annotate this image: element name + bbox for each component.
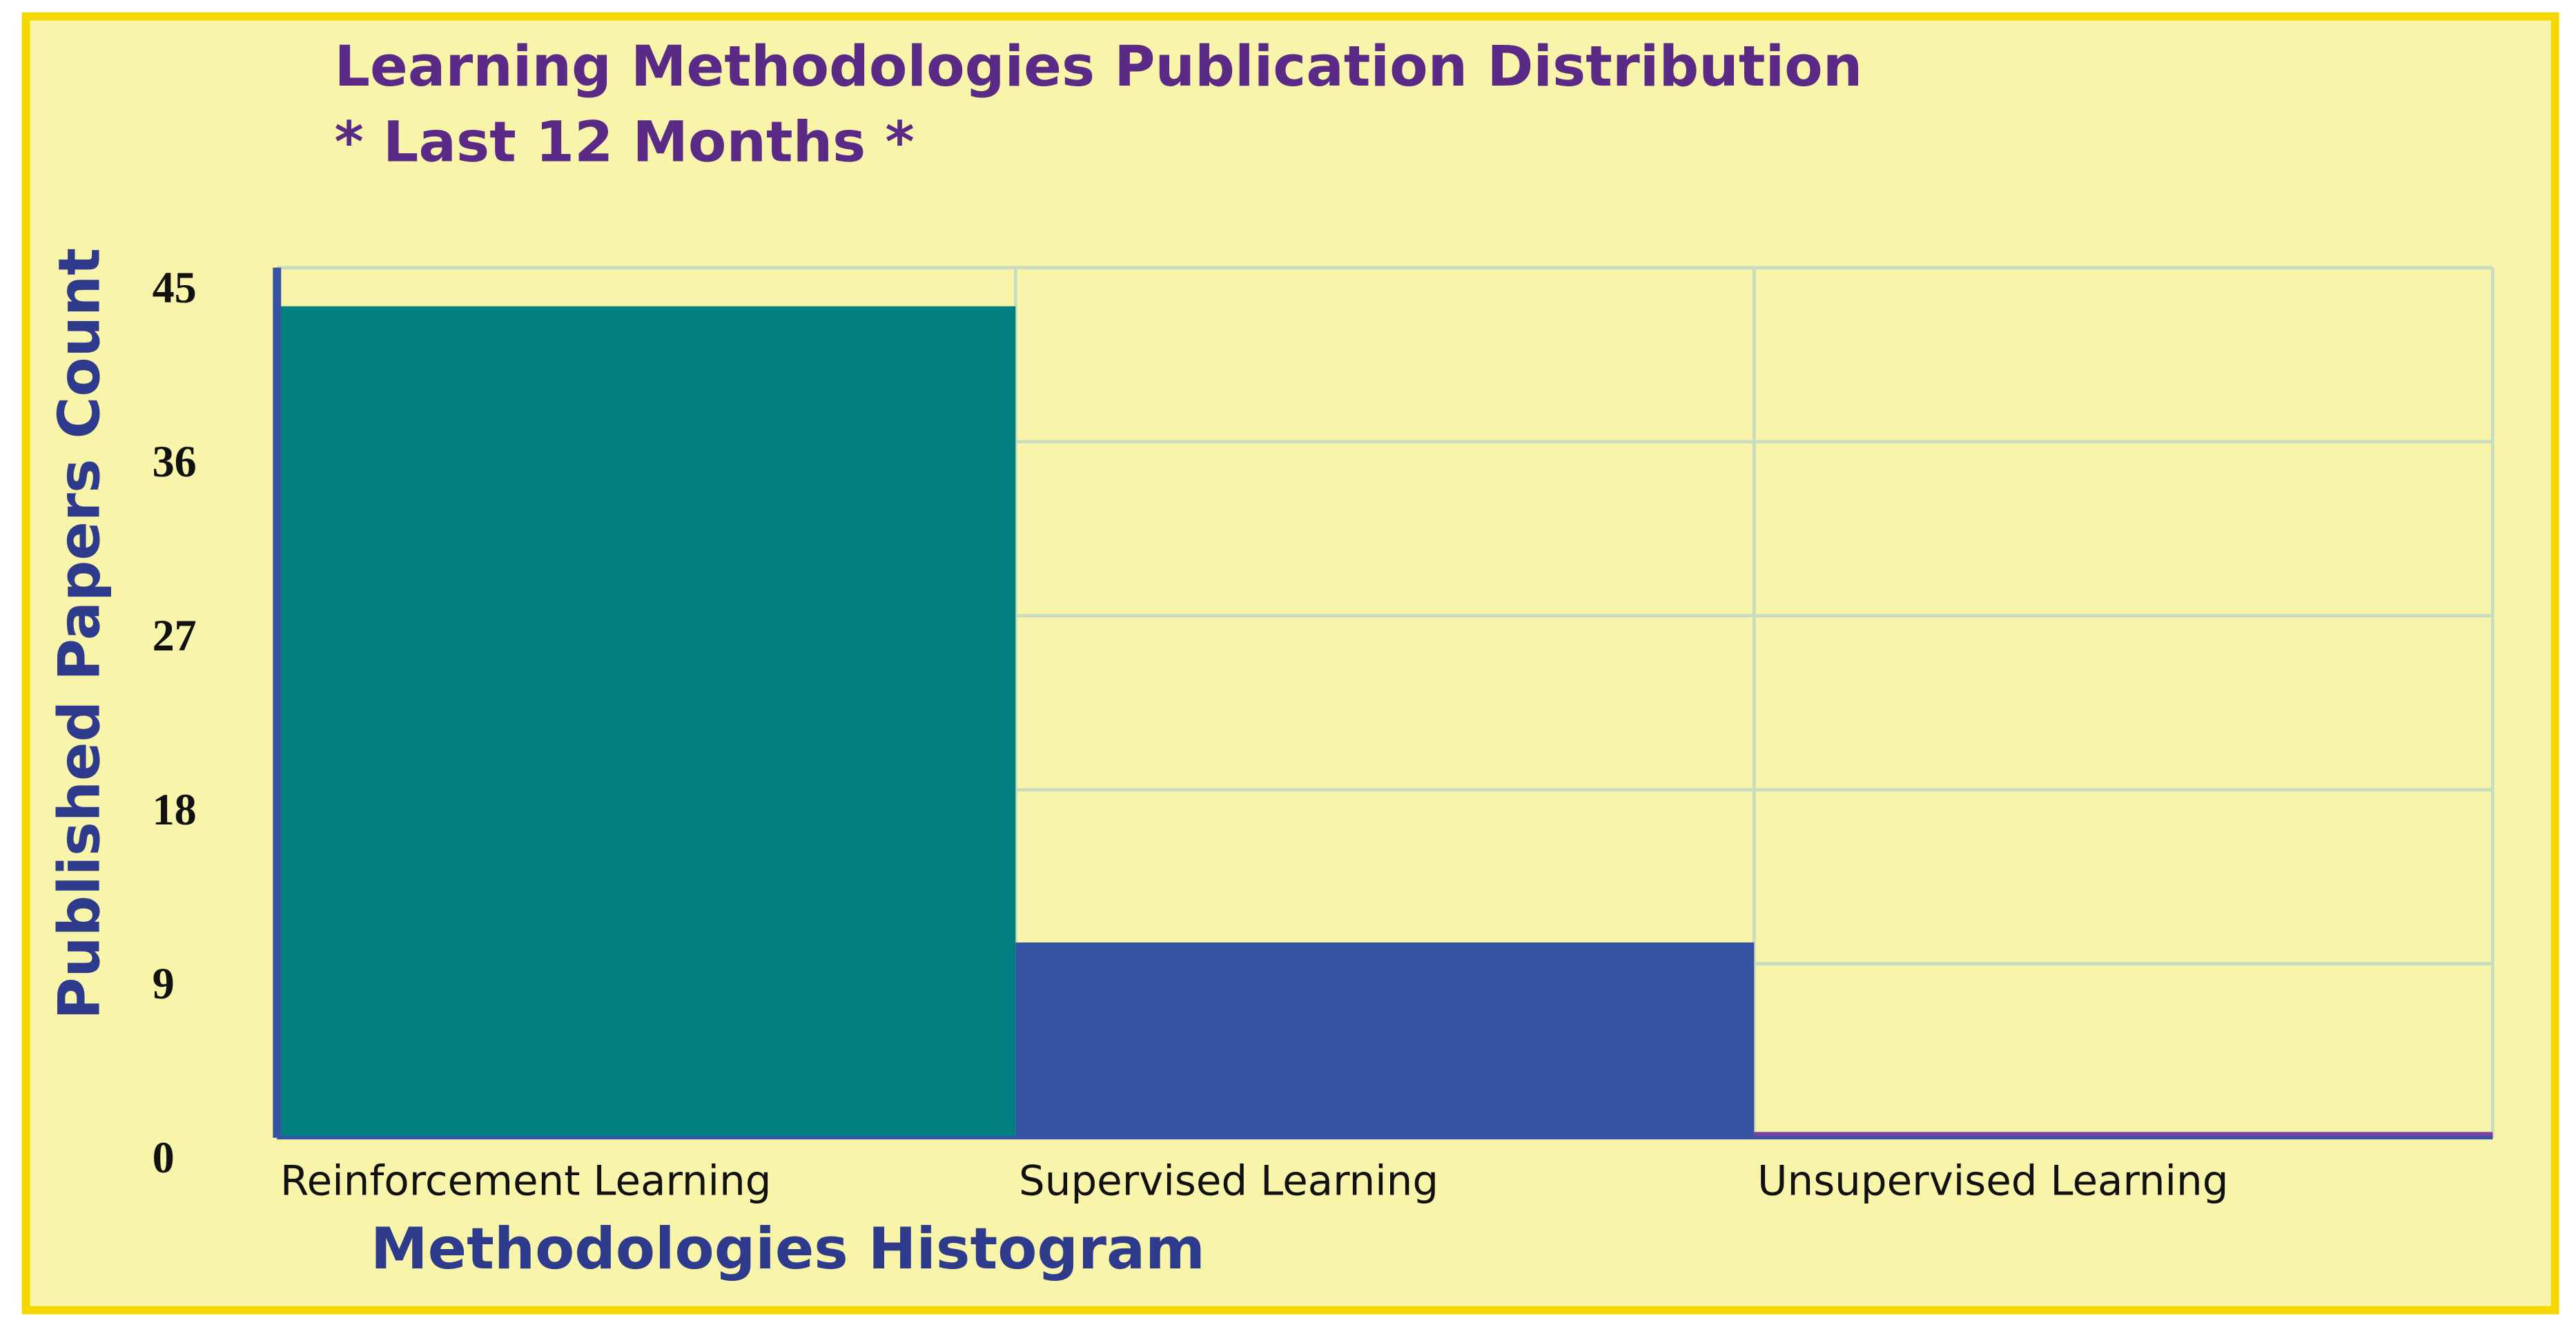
chart-subtitle: * Last 12 Months *: [335, 110, 915, 175]
y-tick-label: 18: [153, 785, 197, 834]
chart-title: Learning Methodologies Publication Distr…: [335, 35, 1863, 99]
y-tick-label: 9: [153, 959, 175, 1008]
x-tick-label: Unsupervised Learning: [1757, 1157, 2228, 1205]
x-tick-label: Supervised Learning: [1019, 1157, 1438, 1205]
y-tick-label: 45: [153, 263, 197, 312]
y-tick-label: 0: [153, 1133, 175, 1182]
bar: [277, 306, 1016, 1138]
x-axis-label: Methodologies Histogram: [371, 1215, 1205, 1282]
y-axis-label: Published Papers Count: [46, 248, 113, 1020]
bar: [1015, 942, 1755, 1138]
y-tick-label: 36: [153, 437, 197, 486]
x-tick-label: Reinforcement Learning: [280, 1157, 771, 1205]
bar: [1754, 1132, 2493, 1138]
y-tick-label: 27: [153, 611, 197, 660]
